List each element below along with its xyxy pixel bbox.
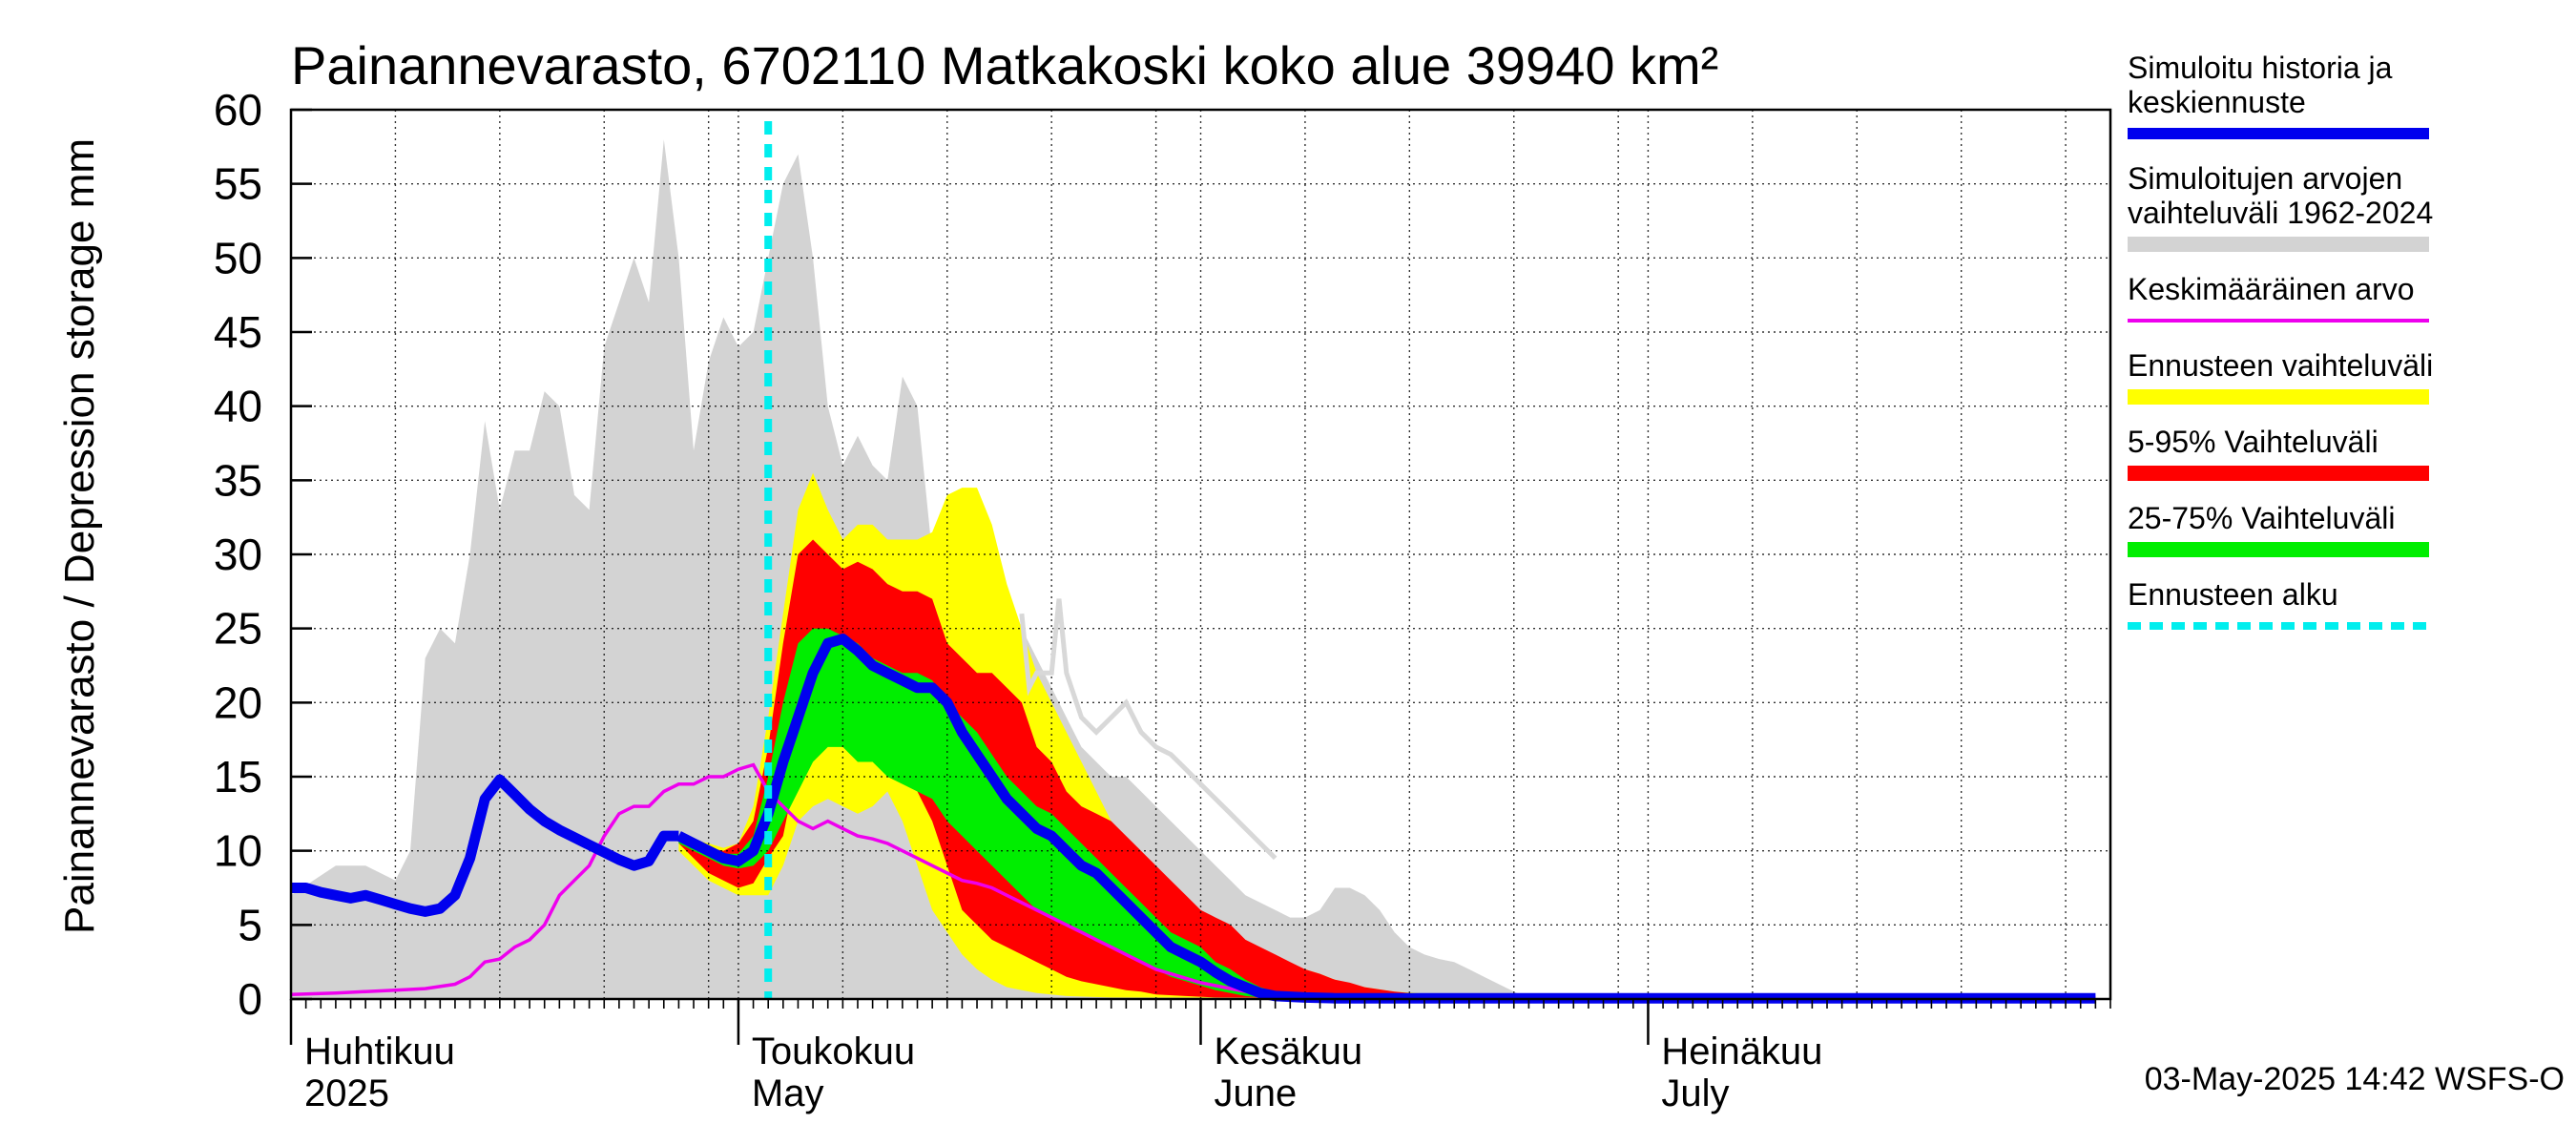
history-line [291,774,679,917]
legend-label: keskiennuste [2128,85,2306,119]
median-forecast-line [675,634,2096,1004]
y-tick-label: 45 [214,307,262,357]
y-tick-label: 55 [214,159,262,209]
legend-label: vaihteluväli 1962-2024 [2128,196,2433,230]
legend-swatch [2128,237,2429,252]
simulated-range-band [291,139,2096,1000]
x-month-label: Kesäkuu [1215,1030,1363,1072]
mean-line [290,762,2096,1000]
y-axis-label: Painannevarasto / Depression storage mm [56,138,103,934]
x-month-label: Toukokuu [752,1030,915,1072]
y-tick-label: 10 [214,826,262,876]
legend-label: Simuloitu historia ja [2128,51,2393,85]
legend-label: Ennusteen vaihteluväli [2128,348,2433,383]
x-month-label: Huhtikuu [304,1030,455,1072]
y-tick-label: 60 [214,85,262,135]
x-month-sublabel: May [752,1072,824,1114]
y-tick-label: 50 [214,233,262,282]
y-tick-label: 25 [214,604,262,654]
y-tick-label: 0 [238,974,262,1024]
y-tick-label: 35 [214,455,262,505]
x-month-sublabel: 2025 [304,1072,389,1114]
legend-label: 25-75% Vaihteluväli [2128,501,2395,535]
x-month-label: Heinäkuu [1661,1030,1822,1072]
legend-swatch [2128,466,2429,481]
y-tick-label: 5 [238,900,262,949]
y-tick-label: 30 [214,530,262,579]
legend-label: 5-95% Vaihteluväli [2128,425,2379,459]
plot-area [290,110,2110,1004]
y-tick-label: 15 [214,752,262,802]
x-month-sublabel: July [1661,1072,1729,1114]
axes: 051015202530354045505560Huhtikuu2025Touk… [214,85,2112,1114]
legend-label: Keskimääräinen arvo [2128,272,2415,306]
simulated-recent-line [1019,598,1278,861]
legend-label: Ennusteen alku [2128,577,2338,612]
chart-title: Painannevarasto, 6702110 Matkakoski koko… [291,35,1718,95]
legend-swatch [2128,389,2429,405]
footer-timestamp: 03-May-2025 14:42 WSFS-O [2145,1061,2565,1097]
legend-swatch [2128,542,2429,557]
y-tick-label: 20 [214,677,262,727]
y-tick-label: 40 [214,382,262,431]
legend-label: Simuloitujen arvojen [2128,161,2402,196]
x-month-sublabel: June [1215,1072,1298,1114]
